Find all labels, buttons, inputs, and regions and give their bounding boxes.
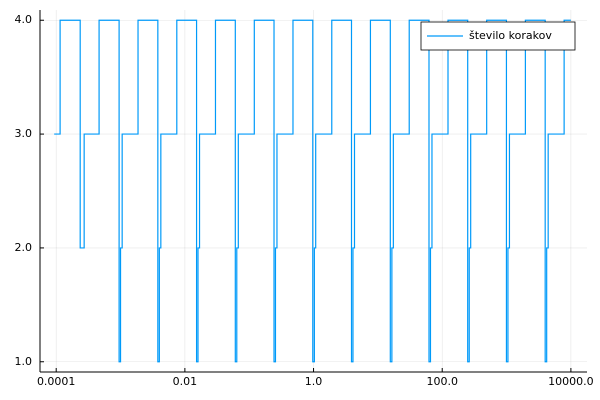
y-tick-label: 1.0 [15,355,33,368]
x-tick-label: 0.0001 [37,375,76,388]
legend-label: število korakov [469,29,552,42]
y-tick-label: 4.0 [15,13,33,26]
x-tick-label: 0.01 [173,375,198,388]
step-line [54,19,571,363]
x-tick-label: 1.0 [305,375,323,388]
x-tick-label: 100.0 [426,375,458,388]
y-tick-label: 3.0 [15,127,33,140]
y-tick-label: 2.0 [15,241,33,254]
x-tick-label: 10000.0 [548,375,594,388]
